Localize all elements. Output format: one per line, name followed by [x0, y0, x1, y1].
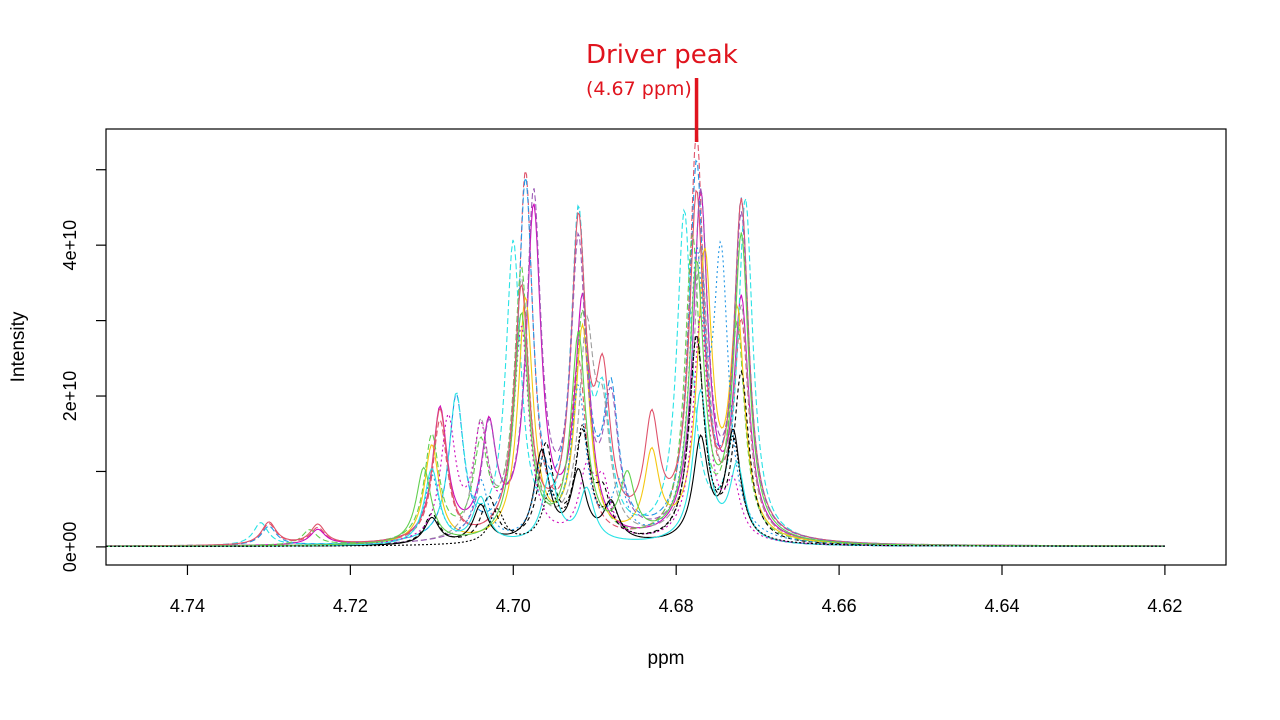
x-tick-label: 4.72 — [333, 596, 368, 616]
y-tick-label: 0e+00 — [60, 522, 80, 573]
spectrum-line-7 — [106, 247, 1165, 547]
spectra-lines — [105, 132, 1165, 547]
spectrum-line-8 — [105, 189, 1165, 547]
spectrum-line-1 — [106, 132, 1165, 547]
y-tick-label: 4e+10 — [60, 220, 80, 271]
x-tick-label: 4.74 — [170, 596, 205, 616]
y-tick-label: 2e+10 — [60, 371, 80, 422]
driver-peak-label: Driver peak — [586, 40, 738, 70]
x-tick-label: 4.70 — [496, 596, 531, 616]
x-tick-label: 4.64 — [984, 596, 1019, 616]
spectrum-line-4 — [105, 196, 1165, 547]
y-axis: 0e+00 2e+10 4e+10 — [60, 169, 106, 573]
spectrum-line-2 — [105, 159, 1165, 547]
plot-frame — [105, 128, 1227, 566]
y-axis-label: Intensity — [8, 311, 29, 382]
spectrum-line-12 — [106, 240, 1165, 547]
x-tick-label: 4.66 — [822, 596, 857, 616]
x-axis: 4.74 4.72 4.70 4.68 4.66 4.64 4.62 — [170, 565, 1182, 616]
spectrum-line-6 — [106, 245, 1165, 547]
x-tick-label: 4.68 — [659, 596, 694, 616]
x-tick-label: 4.62 — [1147, 596, 1182, 616]
spectrum-line-3 — [106, 189, 1165, 547]
x-axis-label: ppm — [648, 648, 685, 669]
spectrum-line-16 — [106, 335, 1165, 547]
driver-peak-annotation: Driver peak (4.67 ppm) — [586, 40, 738, 142]
driver-peak-ppm-label: (4.67 ppm) — [586, 78, 692, 100]
spectrum-line-15 — [106, 232, 1165, 547]
